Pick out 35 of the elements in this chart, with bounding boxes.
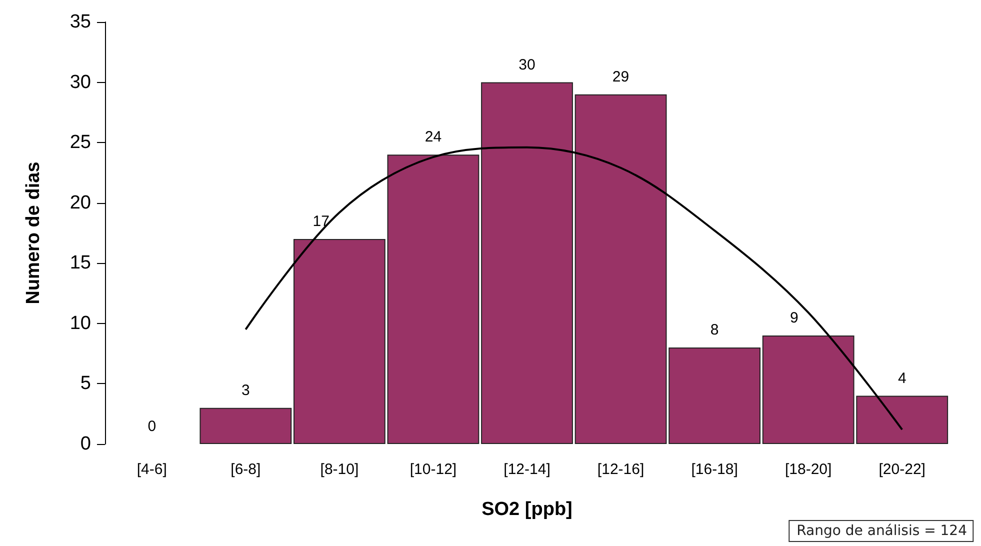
x-tick-label: [16-18] <box>691 461 738 478</box>
y-tick-label: 30 <box>70 72 91 93</box>
x-axis-title: SO2 [ppb] <box>482 499 572 520</box>
x-tick-label: [6-8] <box>230 461 261 478</box>
bar <box>574 94 667 444</box>
y-tick-label: 25 <box>70 132 91 154</box>
data-label: 30 <box>518 56 536 74</box>
data-label: 29 <box>612 68 630 86</box>
y-tick-label: 10 <box>70 312 91 334</box>
x-tick-label: [4-6] <box>136 461 167 478</box>
data-label: 8 <box>710 322 719 339</box>
bar <box>200 408 292 444</box>
x-tick-label: [8-10] <box>320 461 359 478</box>
data-label: 17 <box>312 213 330 230</box>
bar <box>293 239 386 444</box>
y-axis-title: Numero de dias <box>23 162 44 304</box>
data-label: 0 <box>148 418 156 435</box>
bar <box>481 82 573 444</box>
x-tick-label: [18-20] <box>784 461 832 478</box>
data-label: 24 <box>424 128 442 146</box>
text: Rango de análisis = 124 <box>796 523 968 539</box>
x-tick-label: [10-12] <box>410 461 457 478</box>
y-tick-label: 15 <box>70 252 91 274</box>
x-tick-label: [20-22] <box>878 461 926 478</box>
x-tick-label: [12-14] <box>504 461 550 478</box>
y-tick-label: 0 <box>80 434 91 454</box>
data-label: 9 <box>790 309 798 326</box>
data-label: 4 <box>898 370 906 387</box>
bar <box>387 154 480 444</box>
data-label: 3 <box>241 382 250 399</box>
y-tick-label: 5 <box>80 373 91 394</box>
x-tick-label: [12-16] <box>597 461 644 478</box>
bar <box>668 348 761 444</box>
y-tick-label: 35 <box>70 12 91 32</box>
y-tick-label: 20 <box>70 192 91 214</box>
